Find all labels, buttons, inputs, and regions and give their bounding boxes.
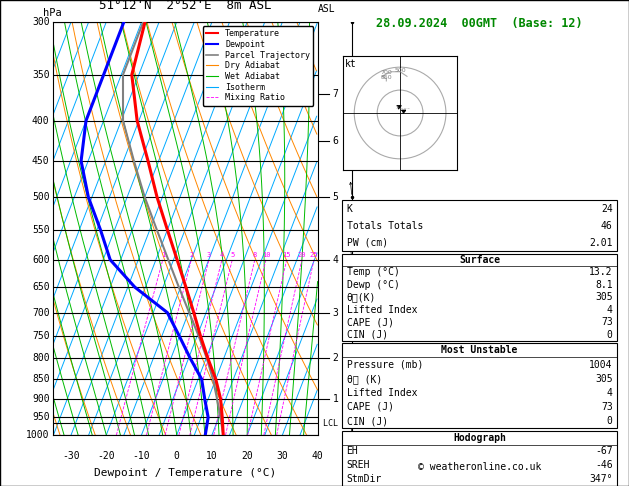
Text: -67: -67 — [595, 447, 613, 456]
Text: K: K — [347, 204, 352, 214]
Text: km
ASL: km ASL — [318, 0, 335, 14]
Text: 950: 950 — [32, 412, 50, 422]
Text: 2: 2 — [333, 353, 338, 364]
Text: 1: 1 — [160, 252, 165, 258]
Text: 850: 850 — [381, 75, 392, 80]
Text: Most Unstable: Most Unstable — [442, 346, 518, 355]
Text: Pressure (mb): Pressure (mb) — [347, 360, 423, 369]
Text: 305: 305 — [595, 293, 613, 302]
Text: LCL: LCL — [318, 419, 338, 428]
Text: 650: 650 — [32, 282, 50, 292]
Text: 5: 5 — [230, 252, 235, 258]
Text: Lifted Index: Lifted Index — [347, 305, 417, 315]
Text: -20: -20 — [97, 451, 115, 462]
Text: CAPE (J): CAPE (J) — [347, 402, 394, 412]
Text: 25: 25 — [309, 252, 318, 258]
Text: 500: 500 — [394, 68, 406, 73]
Text: EH: EH — [347, 447, 359, 456]
Text: 3: 3 — [207, 252, 211, 258]
Text: 4: 4 — [333, 255, 338, 265]
Text: CIN (J): CIN (J) — [347, 330, 387, 340]
Text: 350: 350 — [32, 70, 50, 80]
Text: Surface: Surface — [459, 255, 500, 265]
Text: 2.01: 2.01 — [589, 238, 613, 248]
Text: 1004: 1004 — [589, 360, 613, 369]
Legend: Temperature, Dewpoint, Parcel Trajectory, Dry Adiabat, Wet Adiabat, Isotherm, Mi: Temperature, Dewpoint, Parcel Trajectory… — [203, 26, 313, 105]
Text: 20: 20 — [242, 451, 253, 462]
Text: Totals Totals: Totals Totals — [347, 221, 423, 231]
Text: 0: 0 — [174, 451, 180, 462]
Bar — [342, 343, 617, 428]
Text: CAPE (J): CAPE (J) — [347, 317, 394, 327]
Text: Lifted Index: Lifted Index — [347, 388, 417, 398]
Text: 305: 305 — [595, 374, 613, 383]
Text: 73: 73 — [601, 402, 613, 412]
Text: 10: 10 — [206, 451, 218, 462]
Text: -10: -10 — [133, 451, 150, 462]
Text: 8: 8 — [253, 252, 257, 258]
Text: 7: 7 — [333, 89, 338, 99]
Text: 30: 30 — [277, 451, 288, 462]
Text: 300: 300 — [32, 17, 50, 27]
Text: -30: -30 — [62, 451, 80, 462]
Text: 4: 4 — [607, 388, 613, 398]
Text: 24: 24 — [601, 204, 613, 214]
Text: 700: 700 — [381, 70, 392, 75]
Text: 700: 700 — [32, 308, 50, 317]
Text: 850: 850 — [32, 374, 50, 384]
Text: 347°: 347° — [589, 474, 613, 485]
Text: 0: 0 — [607, 330, 613, 340]
Text: Hodograph: Hodograph — [453, 433, 506, 443]
Text: 51°12'N  2°52'E  8m ASL: 51°12'N 2°52'E 8m ASL — [99, 0, 272, 12]
Text: 0: 0 — [607, 416, 613, 426]
Text: 40: 40 — [312, 451, 323, 462]
Text: 15: 15 — [282, 252, 291, 258]
Text: 6: 6 — [333, 137, 338, 146]
Text: 500: 500 — [32, 192, 50, 202]
Text: 800: 800 — [32, 353, 50, 364]
Text: 4: 4 — [220, 252, 224, 258]
Text: 4: 4 — [607, 305, 613, 315]
Text: PW (cm): PW (cm) — [347, 238, 387, 248]
Text: Temp (°C): Temp (°C) — [347, 267, 399, 278]
Bar — [342, 254, 617, 341]
Text: 28.09.2024  00GMT  (Base: 12): 28.09.2024 00GMT (Base: 12) — [376, 17, 583, 30]
Text: Dewp (°C): Dewp (°C) — [347, 280, 399, 290]
Bar — [342, 431, 617, 486]
Text: 8.1: 8.1 — [595, 280, 613, 290]
Text: 1000: 1000 — [26, 430, 50, 440]
Text: 3: 3 — [333, 308, 338, 317]
Text: StmDir: StmDir — [347, 474, 382, 485]
Text: CIN (J): CIN (J) — [347, 416, 387, 426]
Text: 20: 20 — [298, 252, 306, 258]
Text: Dewpoint / Temperature (°C): Dewpoint / Temperature (°C) — [94, 468, 277, 478]
Text: 1: 1 — [333, 394, 338, 404]
Text: 10: 10 — [262, 252, 270, 258]
Text: kt: kt — [345, 59, 357, 69]
Text: 5: 5 — [333, 192, 338, 202]
Text: 13.2: 13.2 — [589, 267, 613, 278]
Text: 400: 400 — [32, 116, 50, 125]
Text: -46: -46 — [595, 460, 613, 470]
Text: 600: 600 — [32, 255, 50, 265]
Text: © weatheronline.co.uk: © weatheronline.co.uk — [418, 462, 542, 471]
Text: hPa: hPa — [43, 8, 62, 17]
Text: SREH: SREH — [347, 460, 370, 470]
Text: 2: 2 — [189, 252, 194, 258]
Text: 46: 46 — [601, 221, 613, 231]
Text: 450: 450 — [32, 156, 50, 166]
Text: θᴇ (K): θᴇ (K) — [347, 374, 382, 383]
Text: 550: 550 — [32, 225, 50, 235]
Bar — [342, 201, 617, 251]
Text: 750: 750 — [32, 331, 50, 341]
Text: 73: 73 — [601, 317, 613, 327]
Text: θᴇ(K): θᴇ(K) — [347, 293, 376, 302]
Text: 900: 900 — [32, 394, 50, 404]
